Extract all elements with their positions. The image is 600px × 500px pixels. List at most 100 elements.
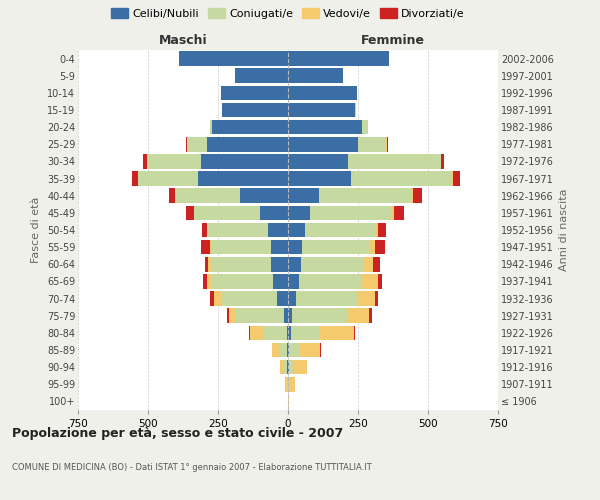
- Bar: [286, 377, 287, 392]
- Bar: [288, 172, 351, 186]
- Legend: Celibi/Nubili, Coniugati/e, Vedovi/e, Divorziati/e: Celibi/Nubili, Coniugati/e, Vedovi/e, Di…: [108, 5, 468, 22]
- Bar: [386, 137, 388, 152]
- Bar: [288, 86, 356, 100]
- Bar: [227, 308, 229, 323]
- Bar: [202, 222, 208, 238]
- Bar: [201, 154, 288, 168]
- Bar: [212, 274, 272, 288]
- Bar: [378, 222, 386, 238]
- Bar: [221, 292, 277, 306]
- Bar: [289, 377, 295, 392]
- Bar: [302, 240, 369, 254]
- Bar: [369, 308, 372, 323]
- Bar: [289, 342, 299, 357]
- Bar: [292, 308, 347, 323]
- Bar: [301, 257, 364, 272]
- Bar: [209, 120, 212, 134]
- Bar: [186, 206, 194, 220]
- Bar: [299, 342, 320, 357]
- Bar: [271, 240, 288, 254]
- Bar: [205, 257, 208, 272]
- Bar: [143, 154, 146, 168]
- Bar: [288, 274, 299, 288]
- Bar: [347, 308, 369, 323]
- Bar: [288, 308, 292, 323]
- Bar: [250, 326, 264, 340]
- Bar: [413, 188, 422, 203]
- Bar: [348, 154, 440, 168]
- Bar: [287, 342, 288, 357]
- Bar: [288, 326, 291, 340]
- Bar: [235, 308, 284, 323]
- Bar: [288, 292, 296, 306]
- Bar: [277, 292, 288, 306]
- Bar: [394, 206, 404, 220]
- Bar: [362, 120, 368, 134]
- Bar: [288, 377, 289, 392]
- Bar: [287, 377, 288, 392]
- Bar: [375, 240, 385, 254]
- Bar: [310, 206, 392, 220]
- Bar: [299, 274, 362, 288]
- Bar: [358, 137, 386, 152]
- Bar: [288, 68, 343, 83]
- Bar: [288, 188, 319, 203]
- Bar: [260, 206, 288, 220]
- Bar: [194, 206, 260, 220]
- Bar: [319, 188, 411, 203]
- Text: Popolazione per età, sesso e stato civile - 2007: Popolazione per età, sesso e stato civil…: [12, 428, 343, 440]
- Bar: [211, 292, 214, 306]
- Text: Femmine: Femmine: [361, 34, 425, 46]
- Bar: [369, 240, 375, 254]
- Bar: [207, 274, 212, 288]
- Bar: [221, 86, 288, 100]
- Bar: [362, 274, 377, 288]
- Bar: [272, 274, 288, 288]
- Bar: [291, 326, 320, 340]
- Bar: [187, 137, 207, 152]
- Bar: [293, 360, 307, 374]
- Bar: [211, 240, 271, 254]
- Bar: [186, 137, 187, 152]
- Bar: [287, 326, 288, 340]
- Bar: [280, 360, 284, 374]
- Bar: [296, 292, 356, 306]
- Bar: [201, 240, 209, 254]
- Bar: [214, 292, 221, 306]
- Bar: [203, 274, 207, 288]
- Bar: [241, 188, 288, 203]
- Y-axis label: Fasce di età: Fasce di età: [31, 197, 41, 263]
- Bar: [377, 274, 382, 288]
- Bar: [268, 222, 288, 238]
- Bar: [288, 137, 358, 152]
- Bar: [411, 188, 413, 203]
- Bar: [320, 326, 354, 340]
- Bar: [271, 257, 288, 272]
- Bar: [284, 360, 287, 374]
- Bar: [222, 102, 288, 118]
- Bar: [229, 308, 235, 323]
- Bar: [146, 154, 201, 168]
- Bar: [375, 292, 378, 306]
- Bar: [288, 257, 301, 272]
- Bar: [288, 120, 362, 134]
- Bar: [441, 154, 444, 168]
- Bar: [288, 342, 289, 357]
- Bar: [452, 172, 460, 186]
- Bar: [288, 222, 305, 238]
- Bar: [364, 257, 373, 272]
- Bar: [169, 188, 175, 203]
- Bar: [235, 68, 288, 83]
- Bar: [355, 102, 356, 118]
- Bar: [289, 360, 293, 374]
- Bar: [199, 172, 288, 186]
- Bar: [305, 222, 375, 238]
- Bar: [211, 257, 271, 272]
- Y-axis label: Anni di nascita: Anni di nascita: [559, 188, 569, 271]
- Bar: [280, 342, 287, 357]
- Bar: [373, 257, 380, 272]
- Bar: [176, 188, 241, 203]
- Bar: [288, 154, 348, 168]
- Text: COMUNE DI MEDICINA (BO) - Dati ISTAT 1° gennaio 2007 - Elaborazione TUTTITALIA.I: COMUNE DI MEDICINA (BO) - Dati ISTAT 1° …: [12, 462, 372, 471]
- Bar: [138, 172, 199, 186]
